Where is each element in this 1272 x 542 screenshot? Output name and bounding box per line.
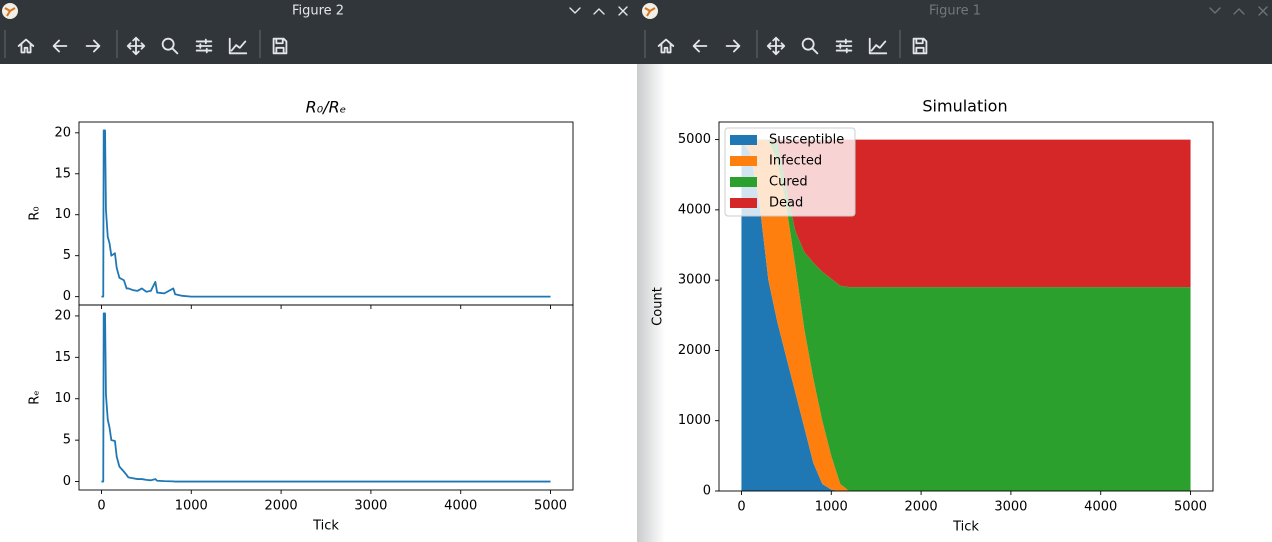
- window-chrome: [637, 0, 1272, 64]
- maximize-button[interactable]: [593, 8, 605, 15]
- legend-label: Cured: [769, 175, 808, 190]
- y-tick-label: 0: [63, 289, 71, 304]
- x-tick-label: 5000: [1174, 500, 1207, 515]
- toolbar-separator: [756, 30, 758, 58]
- figure-canvas: [0, 64, 637, 542]
- legend-box: [724, 127, 856, 217]
- app-icon: [2, 3, 18, 19]
- x-tick-label: 5000: [534, 499, 567, 514]
- window-controls: [1209, 6, 1268, 16]
- area-series: [741, 139, 1191, 491]
- figure: 0 1000 2000 3000 4000 5000 0 1000 2000 3000 4000 50…: [651, 121, 1214, 535]
- x-tick-label: 0: [737, 500, 745, 515]
- x-tick-label: 4000: [444, 499, 477, 514]
- toolbar-separator: [116, 30, 118, 58]
- window-title: Figure 1: [929, 4, 981, 19]
- y-tick-label: 4000: [678, 202, 711, 217]
- line-series: [101, 312, 551, 483]
- y-axis-label: Rₑ: [28, 390, 43, 404]
- x-axis-label: Tick: [312, 519, 339, 534]
- chart-title: Simulation: [922, 97, 1007, 116]
- y-tick-label: 0: [63, 474, 71, 489]
- y-tick-label: 15: [54, 166, 71, 181]
- line-series: [101, 129, 551, 298]
- configure-button[interactable]: [195, 38, 213, 54]
- x-tick-label: 1000: [815, 500, 848, 515]
- legend-swatch: [730, 156, 757, 166]
- toolbar-separator: [899, 30, 901, 58]
- window: Figure 2 R₀/Rₑ 0 5 10 15 20 R₀ 0 5 10 15 20 0 1000 20…: [0, 0, 637, 542]
- y-tick-label: 10: [54, 391, 71, 406]
- y-axis-label: Count: [651, 287, 666, 326]
- toolbar-separator: [644, 30, 646, 58]
- close-button[interactable]: [618, 6, 628, 16]
- x-tick-label: 1000: [175, 499, 208, 514]
- y-tick-label: 5000: [678, 132, 711, 147]
- toolbar-separator: [4, 30, 6, 58]
- window-controls: [569, 6, 628, 16]
- x-axis-label: Tick: [952, 520, 979, 535]
- plot-area: [101, 129, 551, 298]
- legend-swatch: [730, 177, 757, 187]
- legend-label: Infected: [769, 154, 822, 169]
- axes-frame: [718, 121, 1214, 492]
- x-tick-label: 2000: [905, 500, 938, 515]
- y-tick-label: 15: [54, 350, 71, 365]
- x-tick-label: 3000: [994, 500, 1027, 515]
- y-tick-label: 1000: [678, 413, 711, 428]
- y-tick-label: 5: [63, 433, 71, 448]
- app-icon: [642, 3, 658, 19]
- chart-title: R₀/Rₑ: [306, 98, 347, 117]
- figure: 0 5 10 15 20 R₀ 0 5 10 15 20 0 1000 2000 3000 4000 5000 R…: [28, 121, 574, 534]
- legend-label: Dead: [769, 196, 803, 211]
- legend-swatch: [730, 198, 757, 208]
- plot-area: [101, 312, 551, 483]
- y-tick-label: 10: [54, 207, 71, 222]
- legend-swatch: [730, 135, 757, 145]
- x-tick-label: 2000: [265, 499, 298, 514]
- area-series: [741, 140, 1191, 491]
- maximize-button[interactable]: [1233, 8, 1245, 15]
- x-tick-label: 3000: [354, 499, 387, 514]
- window-title: Figure 2: [292, 4, 344, 19]
- close-button[interactable]: [1258, 6, 1268, 16]
- configure-button[interactable]: [835, 38, 853, 54]
- y-tick-label: 20: [54, 308, 71, 323]
- minimize-button[interactable]: [1209, 7, 1221, 14]
- axes-frame: [78, 304, 574, 491]
- minimize-button[interactable]: [569, 7, 581, 14]
- toolbar: [4, 30, 288, 58]
- x-tick-label: 4000: [1084, 500, 1117, 515]
- y-tick-label: 5: [63, 248, 71, 263]
- x-tick-label: 0: [97, 499, 105, 514]
- legend-label: Susceptible: [769, 133, 844, 148]
- y-tick-label: 0: [703, 484, 711, 499]
- y-axis-label: R₀: [28, 206, 43, 220]
- y-tick-label: 20: [54, 125, 71, 140]
- toolbar-separator: [259, 30, 261, 58]
- y-tick-label: 2000: [678, 343, 711, 358]
- toolbar: [644, 30, 928, 58]
- window-shadow: [637, 64, 665, 542]
- y-tick-label: 3000: [678, 273, 711, 288]
- window-chrome: [0, 0, 637, 64]
- window: Figure 1 Simulation 0 1000 2000 3000 4000 500…: [637, 0, 1272, 542]
